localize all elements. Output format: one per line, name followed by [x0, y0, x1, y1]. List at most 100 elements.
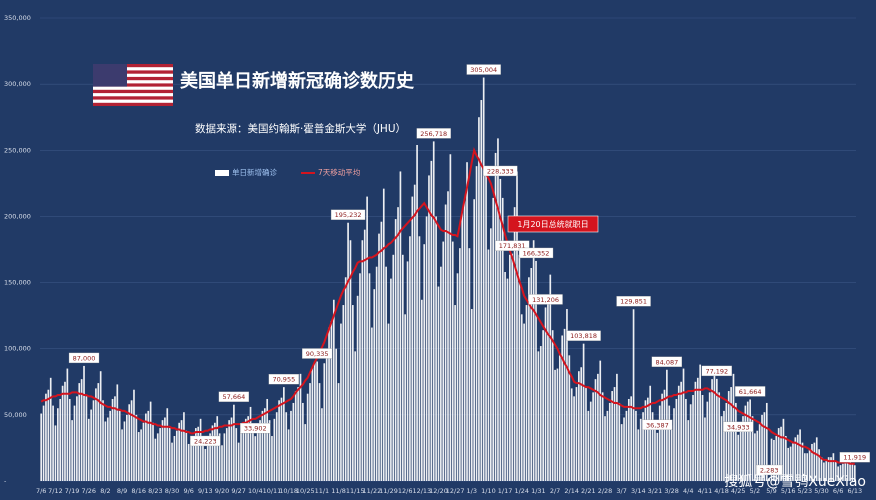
bar — [525, 305, 528, 481]
bar — [851, 463, 854, 481]
bar — [620, 424, 623, 481]
y-tick-label: 150,000 — [4, 279, 31, 287]
bar — [404, 314, 407, 481]
bar — [723, 410, 725, 481]
y-tick-label: 100,000 — [4, 345, 31, 353]
bar — [670, 425, 673, 481]
bar — [556, 368, 559, 481]
bar — [197, 426, 200, 481]
x-tick-label: 11/22 — [363, 487, 382, 495]
bar — [530, 268, 533, 481]
bar — [765, 402, 768, 481]
bar — [266, 398, 269, 481]
bar — [42, 405, 45, 481]
bar — [392, 254, 395, 481]
bar — [758, 424, 761, 481]
bar — [221, 445, 223, 481]
bar — [171, 442, 173, 481]
bar — [354, 351, 357, 481]
bar — [159, 428, 161, 481]
bar — [532, 240, 535, 481]
bar — [813, 442, 816, 481]
bar — [109, 410, 112, 481]
x-tick-label: 8/2 — [100, 487, 110, 495]
bar — [554, 369, 556, 481]
bar — [587, 410, 590, 481]
bar — [699, 364, 702, 481]
bar — [834, 461, 837, 481]
bar — [318, 383, 321, 481]
value-label-box — [268, 373, 299, 385]
bar — [463, 199, 466, 481]
x-tick-label: 10/4 — [248, 487, 263, 495]
x-tick-label: 7/26 — [81, 487, 96, 495]
bar — [754, 433, 756, 481]
bar — [725, 402, 728, 481]
bar — [187, 443, 190, 481]
bar — [401, 254, 404, 481]
bar — [87, 418, 90, 481]
y-tick-label: 250,000 — [4, 146, 31, 154]
x-tick-label: 5/30 — [814, 487, 829, 495]
bars — [40, 77, 856, 482]
bar — [713, 373, 716, 481]
bar — [735, 402, 737, 481]
bar — [737, 434, 740, 481]
bar — [518, 254, 521, 481]
bar — [328, 327, 330, 481]
bar — [359, 273, 361, 481]
x-tick-label: 11/1 — [315, 487, 330, 495]
x-tick-label: 12/13 — [412, 487, 431, 495]
bar — [535, 260, 537, 481]
bar — [173, 436, 176, 481]
bar — [770, 438, 773, 481]
bar — [164, 417, 166, 481]
value-label-box — [701, 365, 732, 377]
bar — [242, 426, 245, 481]
bar — [492, 197, 495, 481]
value-label: 11,919 — [843, 454, 866, 462]
value-label-box — [416, 128, 451, 139]
bar — [580, 367, 583, 481]
bar — [49, 377, 52, 481]
bar — [273, 418, 276, 481]
bar — [399, 171, 402, 482]
bar — [644, 400, 647, 481]
legend-label: 7天移动平均 — [318, 167, 360, 177]
bar — [299, 373, 302, 481]
bar — [516, 171, 518, 482]
bar — [768, 477, 770, 481]
bar — [625, 410, 628, 481]
bar — [635, 410, 637, 481]
bar — [375, 266, 378, 481]
bar — [430, 160, 433, 481]
bar — [183, 412, 185, 481]
bar — [45, 393, 47, 481]
bar — [397, 207, 399, 481]
bar — [727, 391, 730, 481]
bar — [459, 248, 461, 481]
bar — [156, 433, 159, 481]
bar — [509, 254, 511, 481]
bar — [513, 207, 516, 481]
bar — [563, 328, 566, 481]
value-label-box — [218, 391, 250, 402]
bar — [316, 361, 318, 481]
bar — [616, 373, 618, 481]
bar — [297, 387, 299, 481]
lines — [40, 147, 855, 465]
value-label: 103,818 — [570, 332, 597, 340]
x-tick-label: 4/4 — [683, 487, 693, 495]
value-label: 131,206 — [532, 296, 559, 304]
x-tick-label: 2/7 — [550, 487, 560, 495]
value-label: 256,718 — [420, 130, 447, 138]
value-label-box — [330, 209, 366, 220]
bar — [506, 278, 509, 481]
x-tick-label: 8/16 — [131, 487, 146, 495]
bar — [592, 392, 594, 481]
bar — [211, 425, 214, 481]
bar — [142, 422, 145, 481]
bar — [689, 404, 692, 481]
bar — [468, 248, 471, 481]
bar — [844, 461, 847, 481]
